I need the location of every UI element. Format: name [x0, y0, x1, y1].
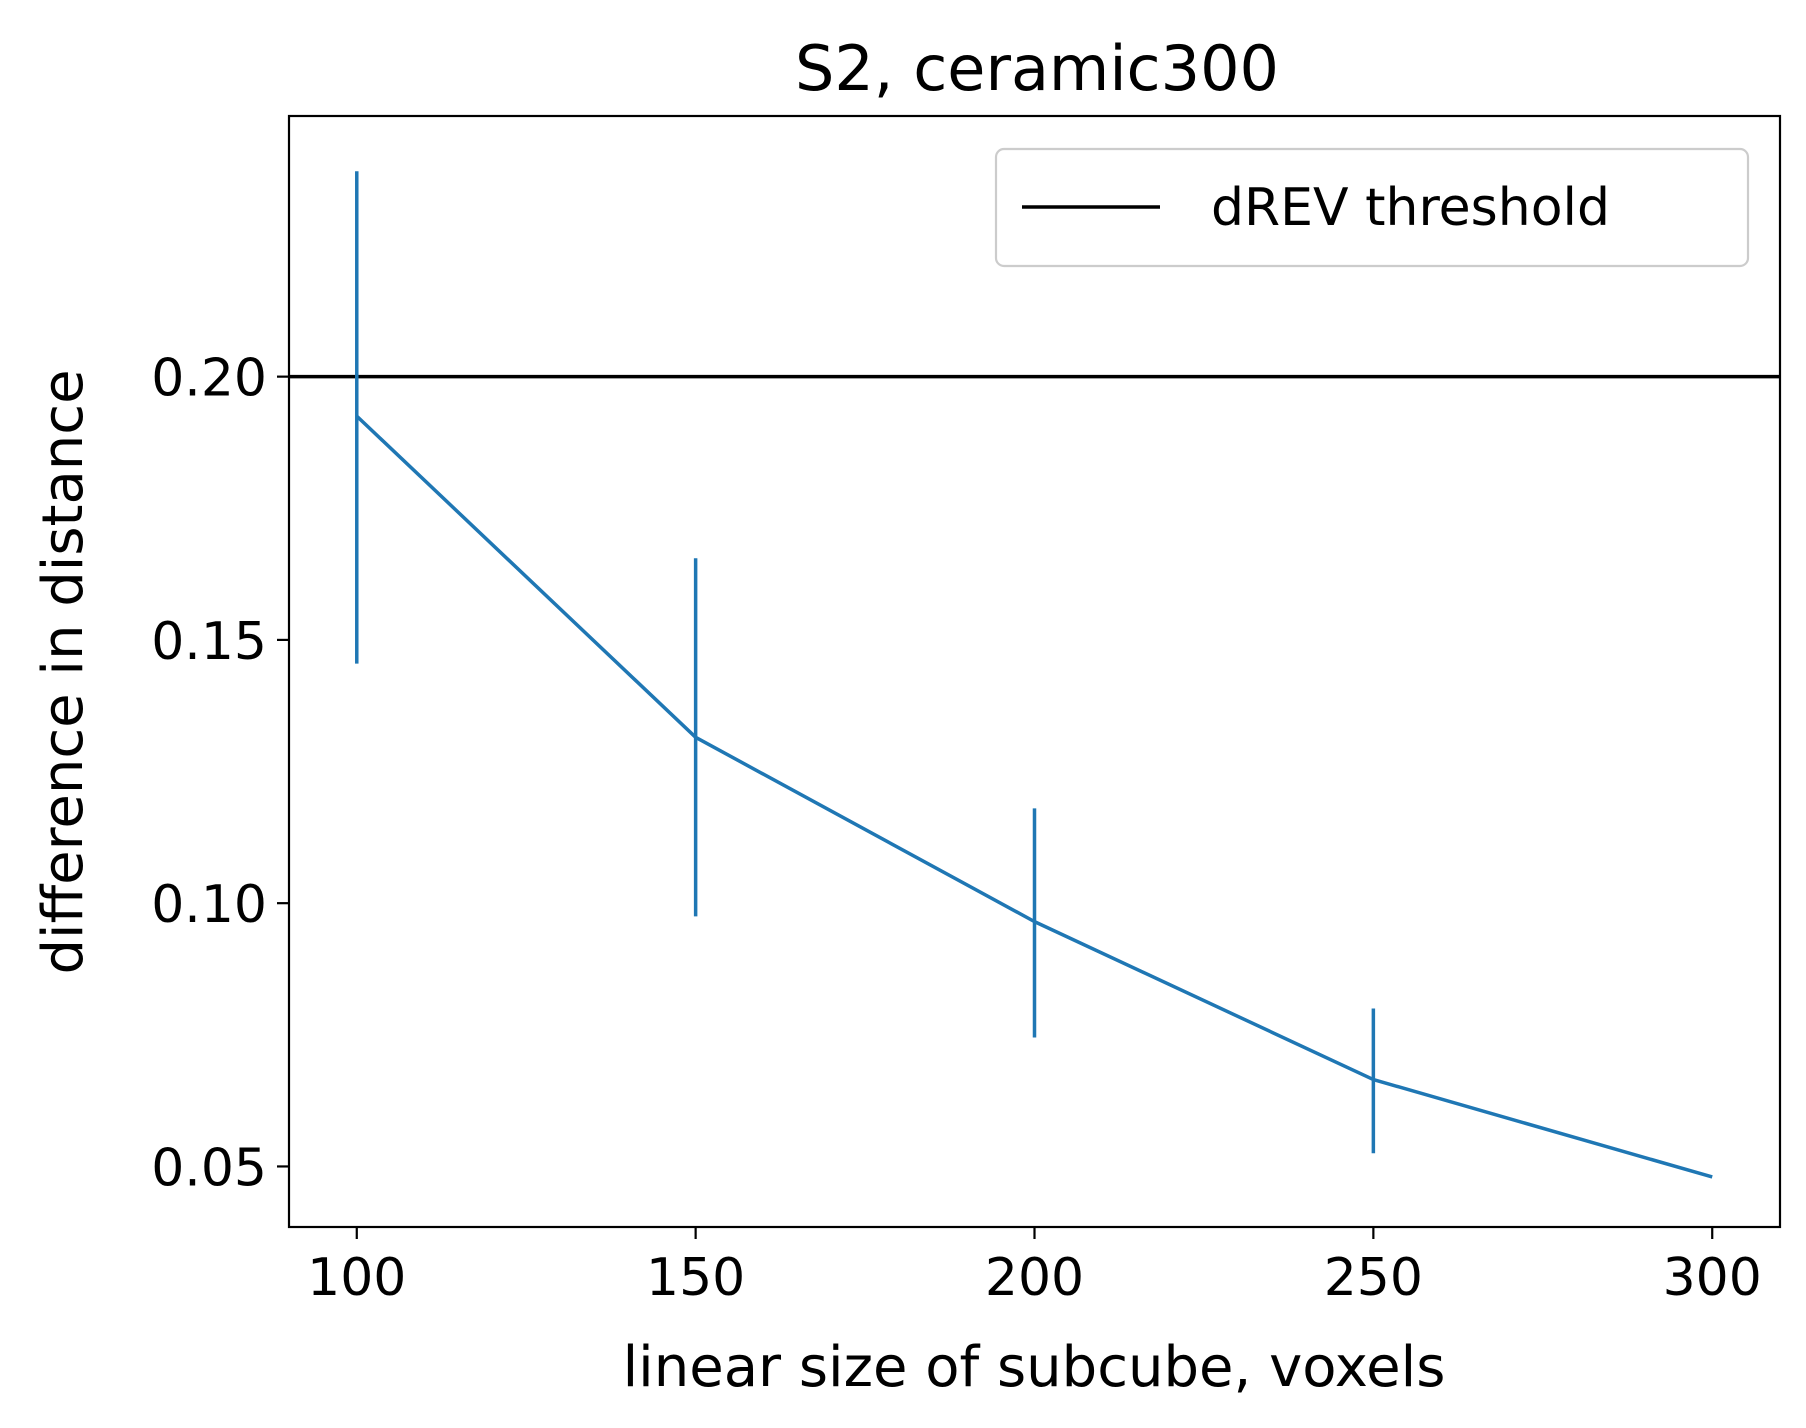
- y-axis-label: difference in distance: [31, 369, 96, 974]
- x-axis-label: linear size of subcube, voxels: [623, 1335, 1446, 1400]
- y-tick-label: 0.05: [151, 1138, 267, 1198]
- x-tick-label: 100: [307, 1248, 406, 1308]
- legend: dREV threshold: [994, 147, 1750, 268]
- plot-frame: [287, 114, 1782, 1229]
- y-tick-label: 0.10: [151, 875, 267, 935]
- x-tick-label: 150: [646, 1248, 745, 1308]
- x-tick-label: 250: [1324, 1248, 1423, 1308]
- series-line: [355, 414, 1713, 1179]
- y-axis-ticks: 0.05 0.10 0.15 0.20: [151, 349, 289, 1198]
- legend-box: [994, 147, 1750, 268]
- plot-area: [289, 116, 1780, 1227]
- x-tick-label: 300: [1663, 1248, 1762, 1308]
- x-tick-label: 200: [985, 1248, 1084, 1308]
- y-tick-label: 0.20: [151, 349, 267, 409]
- y-tick-label: 0.15: [151, 612, 267, 672]
- legend-label: dREV threshold: [1211, 178, 1610, 238]
- chart-title: S2, ceramic300: [795, 32, 1279, 105]
- x-axis-ticks: 100 150 200 250 300: [307, 1227, 1762, 1308]
